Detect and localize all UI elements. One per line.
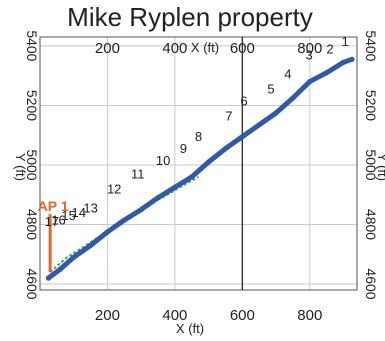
y-tick-label-left: 5000 [24,149,40,180]
station-label: 17 [45,214,59,229]
y-axis-label-right: Y (ft) [375,153,385,181]
station-label: 8 [195,129,202,144]
data-point [138,207,144,213]
data-point [104,229,111,235]
well-label: AP 1 [38,198,69,214]
tick-labels: 200 200 400 400 600 600 800 800 4600 4600 4800 4800… [24,30,379,324]
data-point [45,275,52,281]
y-axis-label-left: Y (ft) [13,153,28,181]
data-point [290,95,296,101]
x-tick-label-bottom: 600 [230,307,255,324]
station-label: 5 [267,82,274,97]
x-tick-label-bottom: 200 [95,307,120,324]
data-point [121,217,127,223]
well: AP 1 [38,198,69,273]
station-label: 9 [180,141,187,156]
data-point [71,254,77,260]
series-layer [45,56,355,281]
station-label: 14 [72,205,86,220]
x-axis-label-bottom: X (ft) [176,321,204,336]
y-tick-label-right: 4800 [363,209,379,240]
chart-title: Mike Ryplen property [67,2,313,32]
x-axis-label-top: X (ft) [191,40,219,55]
station-label: 13 [83,201,97,216]
x-tick-label-bottom: 400 [162,307,187,324]
data-point [324,70,330,76]
x-tick-label-top: 400 [162,40,187,57]
data-point [256,122,262,128]
station-label: 4 [284,67,291,82]
data-point [349,56,355,62]
data-point [273,110,279,116]
data-point [340,59,347,65]
y-tick-label-left: 5400 [24,30,40,61]
data-point [57,266,63,272]
data-point [222,146,229,152]
station-label: 12 [107,181,121,196]
grid [40,37,357,290]
data-point [239,134,245,140]
data-point [155,195,161,201]
station-label: 16 [51,213,65,228]
station-label: 11 [131,166,145,181]
station-label: 7 [225,108,232,123]
x-tick-label-top: 200 [95,40,120,57]
station-label: 3 [305,47,312,62]
y-tick-label-left: 5200 [24,90,40,121]
x-tick-label-bottom: 800 [297,307,322,324]
station-label: 15 [61,208,75,223]
station-label: 10 [156,153,170,168]
plot-frame [39,36,358,291]
y-tick-label-right: 5000 [363,149,379,180]
series-line [45,56,355,281]
station-label: 1 [342,34,349,49]
data-point [189,174,195,180]
data-point [206,159,212,165]
station-label: 2 [326,41,333,56]
x-tick-label-top: 800 [297,40,322,57]
y-tick-label-right: 4600 [363,268,379,299]
y-tick-label-left: 4600 [24,268,40,299]
station-label: 6 [240,93,247,108]
y-tick-label-left: 4800 [24,209,40,240]
y-tick-label-right: 5400 [363,30,379,61]
data-point [172,184,178,190]
x-tick-label-top: 600 [230,40,255,57]
y-tick-label-right: 5200 [363,90,379,121]
data-point [307,79,313,85]
data-point [87,242,94,248]
